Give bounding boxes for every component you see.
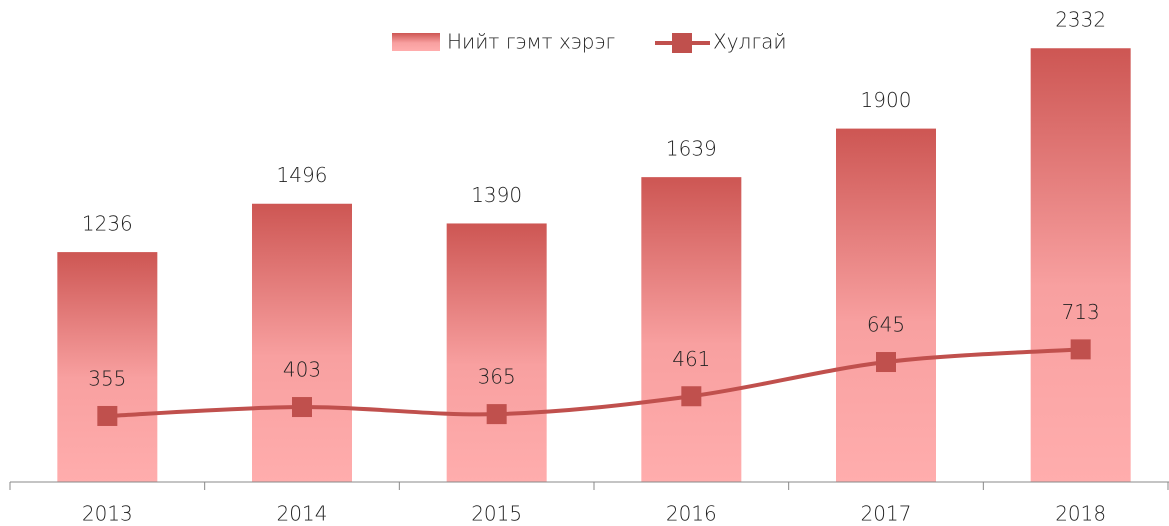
bar	[57, 252, 158, 482]
line-marker	[681, 386, 702, 407]
x-tick-label: 2015	[471, 502, 522, 526]
line-value-label: 365	[478, 365, 516, 389]
bar-value-label: 1900	[861, 88, 912, 112]
bar-value-label: 1496	[277, 163, 328, 187]
line-value-label: 403	[283, 358, 321, 382]
bar	[252, 203, 352, 482]
line-marker	[486, 404, 507, 425]
line-value-label: 713	[1062, 300, 1100, 324]
bar	[1030, 48, 1131, 483]
bar	[641, 177, 742, 482]
bar-value-label: 1390	[471, 183, 522, 207]
line-value-label: 645	[867, 313, 905, 337]
bar-value-label: 1639	[666, 137, 717, 161]
line-marker	[292, 397, 312, 418]
legend-label: Хулгай	[713, 30, 787, 54]
x-tick-label: 2016	[666, 502, 717, 526]
legend-label: Нийт гэмт хэрэг	[447, 30, 615, 54]
bar-value-label: 2332	[1055, 8, 1106, 32]
line-value-label: 355	[88, 366, 126, 390]
bar	[446, 223, 547, 482]
x-tick-label: 2018	[1055, 502, 1106, 526]
legend-swatch	[392, 33, 440, 51]
line	[107, 347, 1081, 418]
x-tick-label: 2014	[277, 502, 328, 526]
x-tick-label: 2013	[82, 502, 133, 526]
line-marker	[97, 405, 118, 426]
line-value-label: 461	[672, 347, 710, 371]
x-tick-label: 2017	[861, 502, 912, 526]
bar	[836, 128, 936, 482]
bar-value-label: 1236	[82, 212, 133, 236]
line-marker	[1070, 339, 1091, 360]
legend-swatch	[672, 33, 692, 53]
line-marker	[876, 352, 896, 373]
